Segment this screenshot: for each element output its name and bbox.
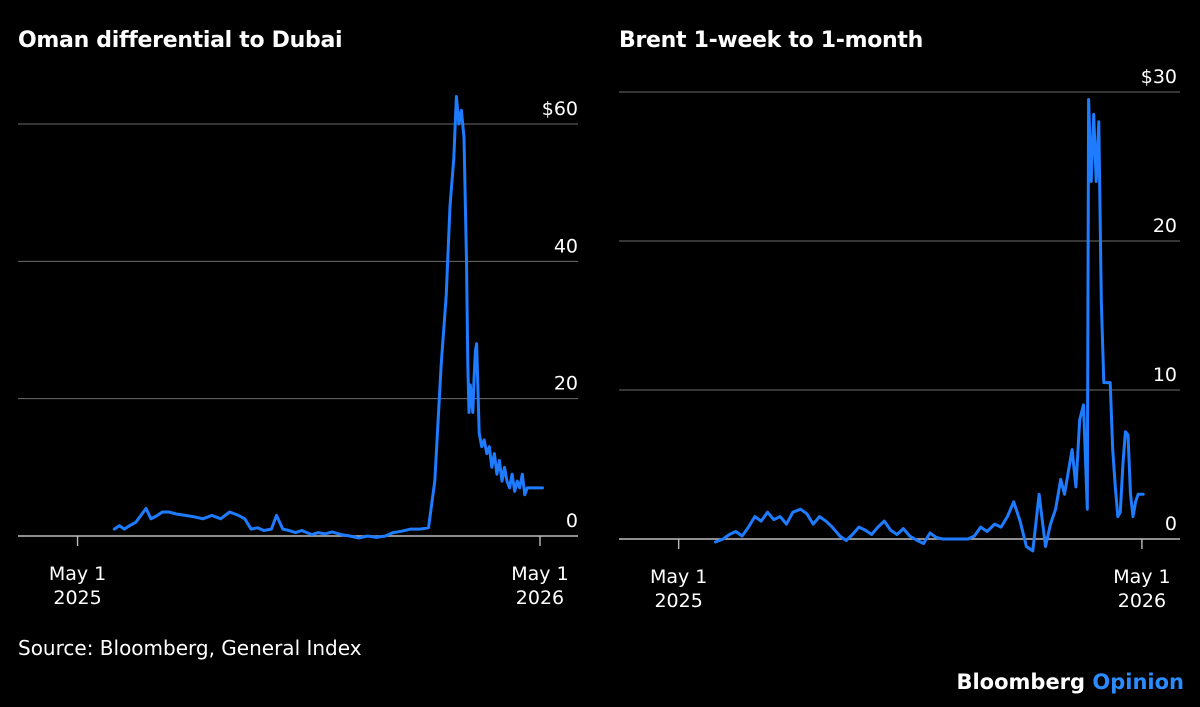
y-tick-label-oman-1: 20 [554, 373, 578, 395]
x-tick-label-brent-0-1: 2025 [654, 590, 702, 612]
series-line-oman-0 [112, 95, 544, 540]
y-tick-label-oman-0: 0 [566, 510, 578, 532]
brand-primary: Bloomberg [956, 670, 1086, 694]
x-tick-label-brent-1-0: May 1 [1113, 566, 1170, 588]
y-tick-label-oman-3: $60 [542, 98, 578, 120]
brand-logo: Bloomberg Opinion [956, 670, 1184, 694]
source-note: Source: Bloomberg, General Index [18, 636, 362, 660]
y-tick-label-oman-2: 40 [554, 235, 578, 257]
x-tick-label-oman-0-0: May 1 [49, 563, 106, 585]
x-tick-label-oman-1-0: May 1 [511, 563, 568, 585]
y-tick-label-brent-3: $30 [1141, 66, 1177, 88]
y-tick-label-brent-0: 0 [1165, 513, 1177, 535]
brand-secondary: Opinion [1092, 670, 1184, 694]
x-tick-label-brent-0-0: May 1 [650, 566, 707, 588]
series-line-brent-0 [714, 98, 1145, 553]
x-tick-label-brent-1-1: 2026 [1118, 590, 1166, 612]
y-tick-label-brent-2: 20 [1153, 215, 1177, 237]
x-tick-label-oman-1-1: 2026 [516, 587, 564, 609]
chart-title-brent: Brent 1-week to 1-month [619, 28, 923, 53]
chart-title-oman: Oman differential to Dubai [18, 28, 343, 53]
x-tick-label-oman-0-1: 2025 [53, 587, 101, 609]
y-tick-label-brent-1: 10 [1153, 364, 1177, 386]
